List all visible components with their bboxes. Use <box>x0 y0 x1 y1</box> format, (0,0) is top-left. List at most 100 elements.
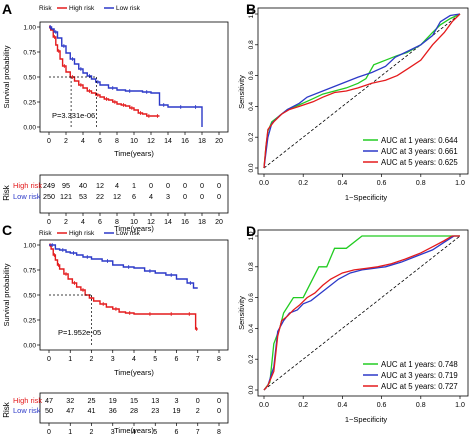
panel-c-risk-count: 0 <box>196 396 200 405</box>
panel-a-letter: A <box>2 1 12 17</box>
panel-d-legend: AUC at 1 years: 0.748 AUC at 3 years: 0.… <box>363 360 458 391</box>
panel-d-xtick-label: 0.2 <box>298 402 308 409</box>
panel-a-risk-count: 40 <box>79 181 87 190</box>
panel-c-letter: C <box>2 222 12 238</box>
panel-c-risk-count: 0 <box>217 396 221 405</box>
panel-a-ytick-label: 0.25 <box>23 100 36 107</box>
panel-a-xtick-label: 20 <box>215 138 223 145</box>
panel-a-risk-count: 95 <box>62 181 70 190</box>
panel-a-risk-count: 12 <box>113 192 121 201</box>
panel-a-risk-row-high-label: High risk <box>13 181 42 190</box>
panel-d-xtick-label: 0.4 <box>338 402 348 409</box>
panel-a-risk-count: 12 <box>96 181 104 190</box>
panel-c-ytick-label: 0.50 <box>23 293 36 300</box>
panel-b-roc-curve-3 <box>263 13 461 169</box>
panel-a-risk-count: 249 <box>43 181 55 190</box>
panel-a-ytick-label: 0.75 <box>23 50 36 57</box>
panel-c-risk-xtick-label: 4 <box>132 429 136 434</box>
panel-d-legend-1: AUC at 1 years: 0.748 <box>381 360 458 369</box>
panel-c-risk-count: 25 <box>88 396 96 405</box>
panel-d-legend-2: AUC at 3 years: 0.719 <box>381 371 458 380</box>
panel-a-risk-xtick-label: 18 <box>198 219 206 226</box>
panel-a-risk-count: 1 <box>132 181 136 190</box>
panel-a-legend-low: Low risk <box>116 5 141 12</box>
panel-a-legend-title: Risk <box>39 5 52 12</box>
panel-c-risk-count: 36 <box>109 406 117 415</box>
panel-d-plot: 0.0 0.2 0.4 0.6 0.8 1.0 0.0 0.2 0.4 0.6 0.8 1.0 <box>248 231 465 409</box>
panel-c-xtick-label: 6 <box>175 356 179 363</box>
panel-c-risk-count: 47 <box>45 396 53 405</box>
panel-b-xtick-label: 0.8 <box>416 180 426 187</box>
panel-d-plot-frame <box>257 229 469 397</box>
panel-c-legend-title: Risk <box>39 230 52 237</box>
panel-d-letter: D <box>246 223 256 239</box>
panel-a-risk-count: 250 <box>43 192 55 201</box>
panel-d-ytick-label: 0.8 <box>248 262 255 271</box>
panel-b-ytick-label: 0.4 <box>248 102 255 111</box>
panel-d-ylabel: Sensitivity <box>237 296 246 330</box>
panel-b-ylabel: Sensitivity <box>237 75 246 109</box>
panel-a-xtick-label: 8 <box>115 138 119 145</box>
panel-c-ytick-label: 0.75 <box>23 268 36 275</box>
panel-b-legend-2: AUC at 3 years: 0.661 <box>381 147 458 156</box>
panel-c-risk-count: 15 <box>130 396 138 405</box>
panel-c-legend-low: Low risk <box>116 230 141 237</box>
panel-a-risk-count: 0 <box>217 181 221 190</box>
panel-d-ytick-label: 0.0 <box>248 385 255 394</box>
panel-c-xtick-label: 0 <box>47 356 51 363</box>
panel-c-curve-low <box>49 244 198 289</box>
panel-a-risk-xtick-label: 2 <box>64 219 68 226</box>
panel-a-risk-count: 3 <box>166 192 170 201</box>
panel-b-xtick-label: 0.6 <box>377 180 387 187</box>
panel-a-xtick-label: 16 <box>181 138 189 145</box>
panel-a-risk-xtick-label: 8 <box>115 219 119 226</box>
panel-a-risk-count: 6 <box>132 192 136 201</box>
panel-c-xlabel: Time(years) <box>114 368 154 377</box>
panel-a-risk-xtick-label: 4 <box>81 219 85 226</box>
panel-a-xtick-label: 4 <box>81 138 85 145</box>
panel-a-risk-count: 4 <box>115 181 119 190</box>
panel-c-xtick-label: 8 <box>217 356 221 363</box>
panel-c-xtick-label: 4 <box>132 356 136 363</box>
panel-a-xtick-label: 12 <box>147 138 155 145</box>
panel-d-roc-curve-3 <box>263 235 460 391</box>
panel-a-ytick-label: 0.50 <box>23 75 36 82</box>
panel-b-ytick-label: 0.6 <box>248 71 255 80</box>
panel-b-letter: B <box>246 1 256 17</box>
panel-c-curve-high <box>49 244 198 330</box>
panel-c-risk-count: 41 <box>88 406 96 415</box>
panel-a-risk-row-low-label: Low risk <box>13 192 41 201</box>
panel-c-risk-count: 28 <box>130 406 138 415</box>
panel-a-risk-count: 22 <box>96 192 104 201</box>
panel-c-risk-xtick-label: 6 <box>175 429 179 434</box>
panel-c-risk-count: 13 <box>151 396 159 405</box>
panel-d-xlabel: 1−Specificity <box>345 415 388 424</box>
panel-a-risk-xtick-label: 12 <box>147 219 155 226</box>
panel-a-risk-count: 0 <box>149 181 153 190</box>
panel-b-ytick-label: 0.8 <box>248 40 255 49</box>
panel-c-risk-xtick-label: 8 <box>217 429 221 434</box>
panel-a-xtick-label: 18 <box>198 138 206 145</box>
panel-a-risk-xtick-label: 14 <box>164 219 172 226</box>
panel-d-diagonal <box>263 235 461 391</box>
panel-a-xtick-label: 2 <box>64 138 68 145</box>
panel-d: D 0.0 0.2 0.4 0.6 0.8 1.0 0.0 0.2 0.4 0.6 0.8 1.0 S… <box>237 223 469 424</box>
panel-a-risk-count: 4 <box>149 192 153 201</box>
panel-a-risk-xtick-label: 0 <box>47 219 51 226</box>
panel-c-pvalue: P=1.952e-05 <box>58 328 101 337</box>
panel-a-xtick-label: 14 <box>164 138 172 145</box>
panel-c: C Risk High risk Low risk 0 1 2 3 4 5 6 7 80.000… <box>2 222 229 377</box>
panel-b-xtick-label: 0.4 <box>338 180 348 187</box>
panel-c-risk-count: 19 <box>173 406 181 415</box>
panel-c-ytick-label: 0.25 <box>23 318 36 325</box>
panel-a-risk-xtick-label: 16 <box>181 219 189 226</box>
panel-c-risk-counts: 47 32 25 19 15 13 3 0 050 47 41 36 28 23 19 2 00 1 2 3 4 5 6 7 8 <box>45 396 221 434</box>
panel-b-ytick-label: 1.0 <box>248 9 255 18</box>
panel-d-ytick-label: 0.6 <box>248 293 255 302</box>
panel-a-ylabel: Survival probability <box>2 45 11 108</box>
panel-b-plot: 0.0 0.2 0.4 0.6 0.8 1.0 0.0 0.2 0.4 0.6 0.8 1.0 <box>248 9 465 187</box>
panel-c-xtick-label: 5 <box>153 356 157 363</box>
panel-a-curve-high <box>49 26 160 117</box>
